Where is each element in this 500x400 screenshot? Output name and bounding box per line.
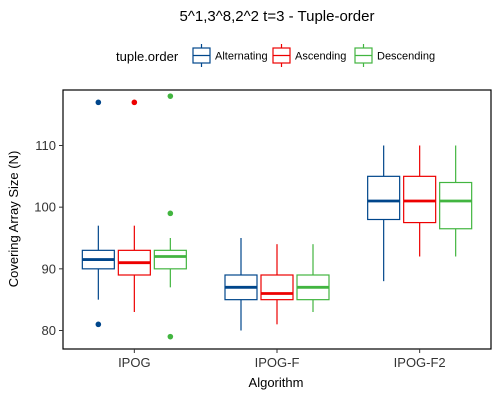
- x-axis-label: Algorithm: [249, 375, 304, 390]
- box-descending-ipog: [153, 93, 187, 340]
- box-ascending-ipog-f2: [403, 145, 437, 257]
- box-iqr: [153, 249, 187, 270]
- outlier-point: [131, 99, 138, 106]
- box-iqr: [403, 175, 437, 224]
- box-ascending-ipog-f: [260, 244, 294, 325]
- box-alternating-ipog-f2: [367, 145, 401, 282]
- box-iqr: [367, 175, 401, 221]
- plot-panel: 80 90 100 110 IPOG IPOG-F IPOG-F2: [34, 89, 492, 370]
- box-alternating-ipog-f: [224, 238, 258, 331]
- box-descending-ipog-f: [296, 244, 330, 312]
- outlier-point: [95, 321, 102, 328]
- x-tick-label: IPOG: [118, 355, 151, 370]
- outlier-point: [167, 93, 174, 99]
- x-tick-label: IPOG-F: [255, 355, 300, 370]
- outlier-point: [167, 333, 174, 340]
- box-alternating-ipog: [81, 99, 115, 328]
- legend-label: Descending: [377, 51, 435, 63]
- x-tick-label: IPOG-F2: [394, 355, 446, 370]
- y-axis-label: Covering Array Size (N): [6, 151, 21, 288]
- box-ascending-ipog: [117, 99, 151, 312]
- outlier-point: [95, 99, 102, 106]
- chart-title: 5^1,3^8,2^2 t=3 - Tuple-order: [180, 8, 375, 25]
- legend-item-ascending: Ascending: [272, 44, 346, 67]
- y-tick-label: 80: [42, 323, 56, 338]
- legend: tuple.order Alternating Ascending Descendi…: [116, 44, 435, 67]
- legend-label: Alternating: [215, 51, 268, 63]
- legend-item-alternating: Alternating: [192, 44, 268, 67]
- outlier-point: [167, 210, 174, 217]
- box-iqr: [439, 181, 473, 230]
- box-iqr: [260, 274, 294, 301]
- y-tick-label: 90: [42, 261, 56, 276]
- box-descending-ipog-f2: [439, 145, 473, 257]
- legend-item-descending: Descending: [354, 44, 435, 67]
- y-tick-label: 100: [34, 200, 56, 215]
- y-tick-label: 110: [35, 138, 56, 153]
- legend-label: Ascending: [295, 51, 346, 63]
- legend-title: tuple.order: [116, 49, 179, 64]
